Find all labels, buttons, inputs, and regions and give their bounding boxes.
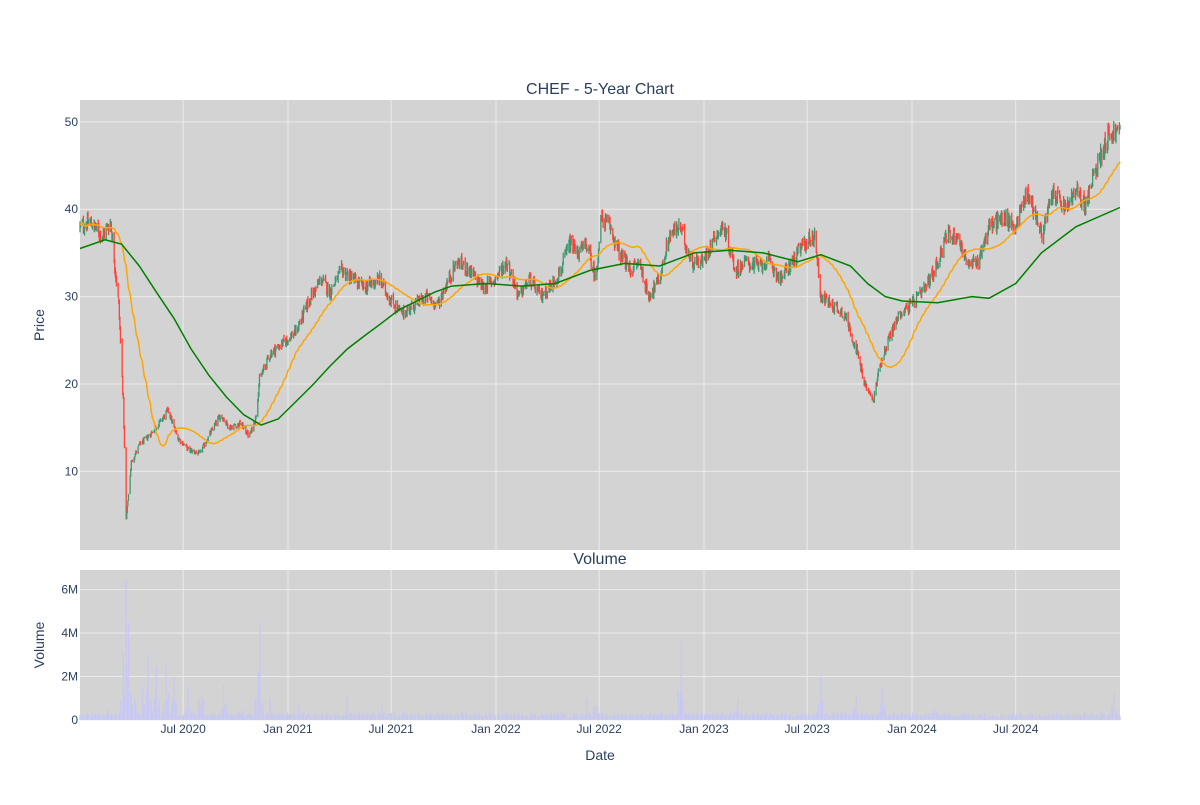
x-tick-label: Jan 2023	[679, 722, 729, 736]
x-tick-label: Jul 2022	[576, 722, 622, 736]
volume-y-tick-labels: 0 2M 4M 6M	[61, 583, 78, 727]
price-gridlines	[80, 100, 1120, 550]
volume-y-tick-label: 4M	[61, 626, 78, 640]
price-plot-background	[80, 100, 1120, 550]
x-tick-label: Jul 2023	[784, 722, 830, 736]
volume-bars	[79, 578, 1121, 720]
x-tick-label: Jul 2020	[160, 722, 206, 736]
x-tick-label: Jul 2021	[368, 722, 414, 736]
volume-y-tick-label: 0	[71, 713, 78, 727]
x-tick-label: Jan 2024	[887, 722, 937, 736]
volume-y-axis-title: Volume	[31, 621, 47, 668]
price-y-tick-labels: 10 20 30 40 50	[65, 115, 79, 479]
x-axis-title: Date	[585, 747, 615, 763]
price-chart-title: CHEF - 5-Year Chart	[526, 81, 674, 98]
price-y-axis-title: Price	[31, 309, 47, 341]
x-tick-label: Jul 2024	[993, 722, 1039, 736]
price-y-tick-label: 40	[65, 202, 79, 216]
price-y-tick-label: 10	[65, 464, 79, 478]
x-tick-label: Jan 2022	[471, 722, 521, 736]
volume-y-tick-label: 6M	[61, 583, 78, 597]
ma-50-line	[79, 161, 1121, 447]
volume-y-tick-label: 2M	[61, 670, 78, 684]
moving-average-lines	[79, 161, 1121, 447]
volume-plot-background	[80, 570, 1120, 720]
price-y-tick-label: 20	[65, 377, 79, 391]
price-y-tick-label: 30	[65, 290, 79, 304]
ma-200-line	[79, 206, 1121, 426]
price-y-tick-label: 50	[65, 115, 79, 129]
x-tick-labels: Jul 2020 Jan 2021 Jul 2021 Jan 2022 Jul 2022…	[160, 722, 1038, 736]
x-tick-label: Jan 2021	[263, 722, 313, 736]
volume-chart-title: Volume	[573, 551, 626, 568]
